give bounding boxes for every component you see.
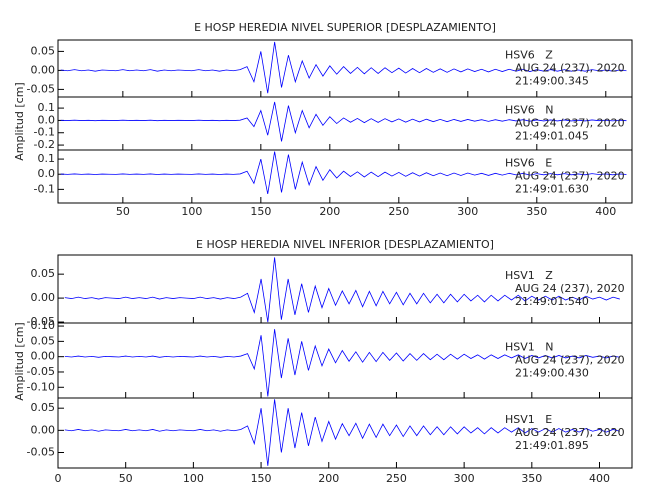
waveform bbox=[64, 257, 620, 323]
time-label: 21:49:01.630 bbox=[515, 183, 589, 196]
date-label: AUG 24 (237), 2020 bbox=[515, 426, 625, 439]
y-tick-label: 0.1 bbox=[38, 152, 56, 165]
date-label: AUG 24 (237), 2020 bbox=[515, 354, 625, 367]
waveform bbox=[60, 101, 627, 142]
x-tick-label: 100 bbox=[183, 472, 204, 485]
x-tick-label: 200 bbox=[318, 472, 339, 485]
y-tick-label: 0.00 bbox=[31, 291, 56, 304]
x-tick-label: 400 bbox=[589, 472, 610, 485]
x-tick-label: 150 bbox=[250, 205, 271, 218]
y-tick-label: 0.05 bbox=[31, 334, 56, 347]
y-axis-label: Amplitud [cm] bbox=[13, 82, 26, 160]
date-label: AUG 24 (237), 2020 bbox=[515, 282, 625, 295]
station-label: HSV6 E bbox=[505, 157, 552, 170]
y-tick-label: -0.1 bbox=[34, 182, 55, 195]
date-label: AUG 24 (237), 2020 bbox=[515, 117, 625, 130]
chart-title: E HOSP HEREDIA NIVEL SUPERIOR [DESPLAZAM… bbox=[194, 21, 496, 34]
x-tick-label: 300 bbox=[457, 205, 478, 218]
x-tick-label: 350 bbox=[526, 205, 547, 218]
x-tick-label: 250 bbox=[388, 205, 409, 218]
y-tick-label: 0.00 bbox=[31, 63, 56, 76]
date-label: AUG 24 (237), 2020 bbox=[515, 170, 625, 183]
station-label: HSV1 Z bbox=[505, 269, 553, 282]
waveform bbox=[64, 329, 620, 397]
y-tick-label: 0.05 bbox=[31, 401, 56, 414]
y-tick-label: 0.10 bbox=[31, 319, 56, 332]
panel-frame bbox=[57, 397, 633, 469]
time-label: 21:49:01.895 bbox=[515, 439, 589, 452]
y-tick-label: 0.00 bbox=[31, 350, 56, 363]
time-label: 21:49:00.345 bbox=[515, 75, 589, 88]
waveform bbox=[60, 41, 627, 94]
time-label: 21:49:00.430 bbox=[515, 367, 589, 380]
station-label: HSV1 E bbox=[505, 413, 552, 426]
x-tick-label: 150 bbox=[251, 472, 272, 485]
x-tick-label: 50 bbox=[116, 205, 130, 218]
date-label: AUG 24 (237), 2020 bbox=[515, 62, 625, 75]
waveform bbox=[60, 151, 627, 194]
station-label: HSV6 N bbox=[505, 104, 554, 117]
y-axis-label: Amplitud [cm] bbox=[13, 322, 26, 400]
y-tick-label: -0.05 bbox=[27, 445, 55, 458]
y-tick-label: 0.1 bbox=[38, 101, 56, 114]
station-label: HSV1 N bbox=[505, 341, 554, 354]
x-tick-label: 100 bbox=[181, 205, 202, 218]
chart-title: E HOSP HEREDIA NIVEL INFERIOR [DESPLAZAM… bbox=[196, 238, 494, 251]
panel-frame bbox=[57, 149, 633, 204]
x-tick-label: 350 bbox=[521, 472, 542, 485]
time-label: 21:49:01.540 bbox=[515, 295, 589, 308]
y-tick-label: 0.05 bbox=[31, 44, 56, 57]
y-tick-label: -0.05 bbox=[27, 365, 55, 378]
station-label: HSV6 Z bbox=[505, 49, 553, 62]
time-label: 21:49:01.045 bbox=[515, 130, 589, 143]
y-tick-label: -0.1 bbox=[34, 126, 55, 139]
x-tick-label: 300 bbox=[454, 472, 475, 485]
x-tick-label: 50 bbox=[119, 472, 133, 485]
x-tick-label: 200 bbox=[319, 205, 340, 218]
y-tick-label: -0.05 bbox=[27, 82, 55, 95]
x-tick-label: 0 bbox=[55, 472, 62, 485]
y-tick-label: -0.2 bbox=[34, 138, 55, 151]
y-tick-label: 0.05 bbox=[31, 267, 56, 280]
y-tick-label: -0.05 bbox=[27, 315, 55, 328]
waveform bbox=[64, 399, 620, 466]
x-tick-label: 400 bbox=[595, 205, 616, 218]
y-tick-label: 0.0 bbox=[38, 113, 56, 126]
y-tick-label: 0.00 bbox=[31, 423, 56, 436]
y-tick-label: 0.0 bbox=[38, 167, 56, 180]
x-tick-label: 250 bbox=[386, 472, 407, 485]
y-tick-label: -0.10 bbox=[27, 380, 55, 393]
